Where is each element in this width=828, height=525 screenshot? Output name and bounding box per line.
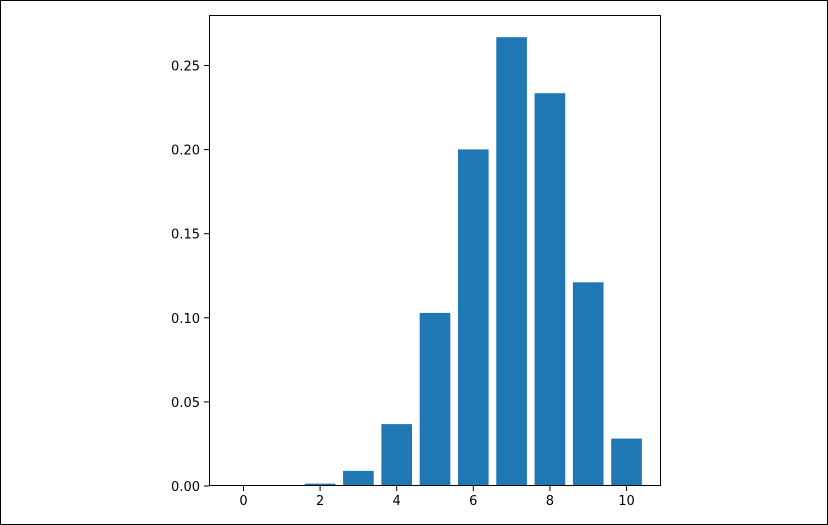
bar-2	[304, 483, 336, 486]
y-tick-label: 0.25	[171, 59, 200, 74]
bar-7	[496, 37, 527, 486]
bar-8	[534, 93, 566, 487]
bars-group	[266, 37, 642, 487]
y-tick-label: 0.20	[171, 144, 200, 159]
x-tick-label: 0	[239, 494, 247, 509]
bar-6	[457, 149, 489, 487]
x-tick-label: 6	[469, 494, 477, 509]
bar-10	[611, 438, 642, 486]
axes-box	[209, 15, 661, 486]
bar-4	[381, 424, 413, 486]
y-tick-label: 0.00	[171, 480, 200, 495]
y-tick-label: 0.15	[171, 228, 200, 243]
bar-9	[572, 282, 604, 486]
y-tick-label: 0.05	[171, 396, 200, 411]
y-axis-ticks: 0.00 0.05 0.10 0.15 0.20 0.25	[171, 59, 209, 495]
x-tick-label: 8	[546, 494, 554, 509]
y-tick-label: 0.10	[171, 312, 200, 327]
x-tick-label: 2	[316, 494, 324, 509]
x-tick-label: 10	[618, 494, 635, 509]
x-tick-label: 4	[393, 494, 401, 509]
bar-5	[419, 312, 451, 486]
bar-3	[343, 470, 374, 486]
x-axis-ticks: 0 2 4 6 8 10	[239, 486, 635, 509]
